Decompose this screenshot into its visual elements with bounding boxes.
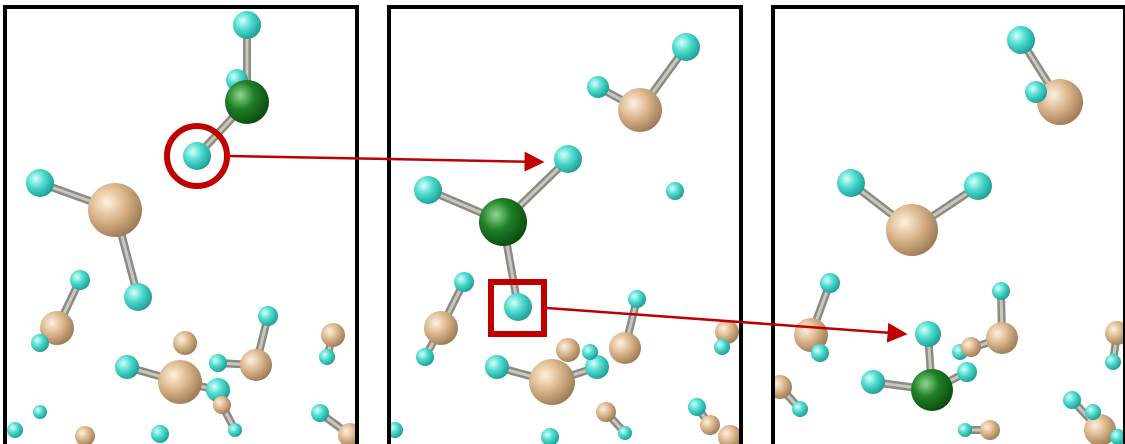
- hydrogen-atom: [672, 33, 700, 61]
- chlorine-atom: [911, 369, 953, 411]
- oxygen-atom: [88, 183, 142, 237]
- oxygen-atom: [986, 322, 1018, 354]
- oxygen-atom: [718, 425, 741, 444]
- hydrogen-atom: [915, 321, 941, 347]
- oxygen-atom: [773, 375, 792, 399]
- hydrogen-atom: [319, 349, 335, 365]
- chlorine-atom: [225, 80, 269, 124]
- hydrogen-atom: [31, 334, 49, 352]
- highlight-square: [488, 279, 547, 337]
- oxygen-atom: [715, 320, 739, 344]
- hydrogen-atom: [1085, 404, 1101, 420]
- oxygen-atom: [173, 331, 197, 355]
- arrow: [229, 151, 545, 172]
- highlight-circle: [164, 123, 230, 189]
- hydrogen-atom: [554, 145, 582, 173]
- hydrogen-atom: [115, 355, 139, 379]
- hydrogen-atom: [958, 423, 972, 437]
- oxygen-atom: [213, 396, 231, 414]
- panel-3: [773, 26, 1125, 444]
- hydrogen-atom: [820, 273, 840, 293]
- oxygen-atom: [1105, 321, 1125, 345]
- hydrogen-atom: [992, 282, 1010, 300]
- hydrogen-atom: [618, 426, 632, 440]
- oxygen-atom: [700, 415, 720, 435]
- oxygen-atom: [338, 423, 357, 444]
- hydrogen-atom: [151, 425, 169, 443]
- hydrogen-atom: [1025, 81, 1047, 103]
- oxygen-atom: [158, 360, 202, 404]
- oxygen-atom: [618, 88, 662, 132]
- hydrogen-atom: [124, 283, 152, 311]
- hydrogen-atom: [1007, 26, 1035, 54]
- hydrogen-atom: [504, 293, 532, 321]
- hydrogen-atom: [209, 354, 227, 372]
- hydrogen-atom: [792, 401, 808, 417]
- hydrogen-atom: [7, 422, 23, 438]
- hydrogen-atom: [811, 344, 829, 362]
- hydrogen-atom: [964, 172, 992, 200]
- hydrogen-atom: [416, 348, 434, 366]
- panel-2: [389, 33, 741, 444]
- hydrogen-atom: [26, 169, 54, 197]
- hydrogen-atom: [206, 378, 230, 402]
- hydrogen-atom: [233, 11, 261, 39]
- chlorine-atom: [479, 198, 527, 246]
- hydrogen-atom: [585, 355, 609, 379]
- oxygen-atom: [596, 402, 616, 422]
- hydrogen-atom: [861, 370, 885, 394]
- oxygen-atom: [980, 420, 1000, 440]
- hydrogen-atom: [1063, 391, 1081, 409]
- panel-frame: [387, 5, 743, 444]
- hydrogen-atom: [70, 270, 90, 290]
- oxygen-atom: [1037, 79, 1083, 125]
- oxygen-atom: [40, 311, 74, 345]
- oxygen-atom: [609, 332, 641, 364]
- oxygen-atom: [1084, 414, 1116, 444]
- hydrogen-atom: [1110, 429, 1125, 444]
- hydrogen-atom: [228, 423, 242, 437]
- panel-frame: [771, 5, 1125, 444]
- hydrogen-atom: [33, 405, 47, 419]
- oxygen-atom: [75, 426, 95, 444]
- hydrogen-atom: [183, 142, 211, 170]
- hydrogen-atom: [454, 272, 474, 292]
- hydrogen-atom: [541, 428, 559, 444]
- panel-1: [7, 11, 357, 444]
- hydrogen-atom: [414, 176, 442, 204]
- oxygen-atom: [321, 323, 345, 347]
- oxygen-atom: [529, 359, 575, 405]
- hydrogen-atom: [688, 398, 706, 416]
- oxygen-atom: [886, 204, 938, 256]
- hydrogen-atom: [587, 76, 609, 98]
- hydrogen-atom: [1105, 354, 1121, 370]
- panel-frame: [3, 5, 359, 444]
- oxygen-atom: [240, 349, 272, 381]
- hydrogen-atom: [311, 404, 329, 422]
- hydrogen-atom: [837, 169, 865, 197]
- arrow: [546, 306, 908, 343]
- hydrogen-atom: [957, 362, 977, 382]
- hydrogen-atom: [582, 344, 598, 360]
- hydrogen-atom: [485, 355, 509, 379]
- hydrogen-atom: [258, 306, 278, 326]
- hydrogen-atom: [714, 339, 730, 355]
- hydrogen-atom: [389, 422, 403, 438]
- hydrogen-atom: [628, 290, 646, 308]
- oxygen-atom: [556, 338, 580, 362]
- hydrogen-atom: [666, 182, 684, 200]
- oxygen-atom: [424, 311, 458, 345]
- oxygen-atom: [961, 337, 981, 357]
